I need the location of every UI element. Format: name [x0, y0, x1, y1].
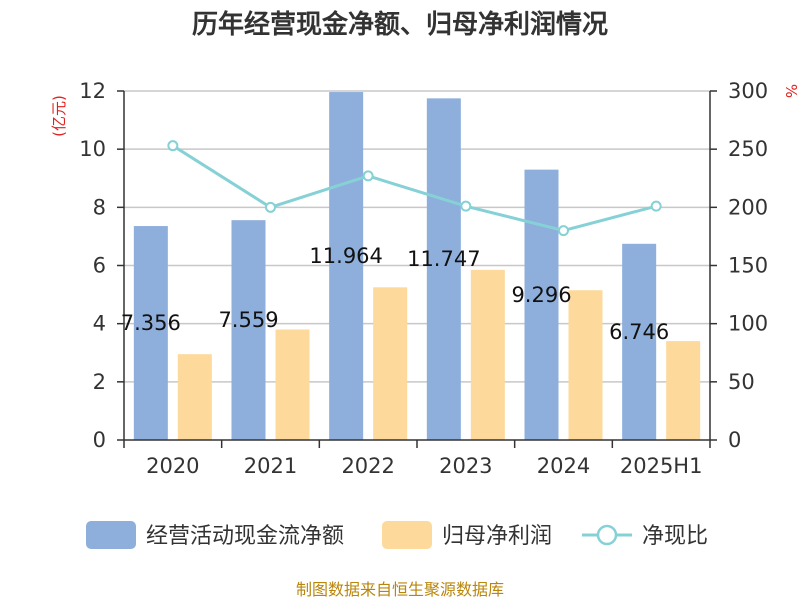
bar-value-label: 6.746 — [609, 320, 669, 344]
legend-swatch — [382, 521, 432, 549]
bar — [622, 243, 657, 440]
y-left-tick-label: 4 — [93, 312, 106, 336]
x-tick-label: 2020 — [146, 454, 199, 478]
y-right-tick-label: 100 — [728, 312, 768, 336]
y-left-tick-label: 0 — [93, 428, 106, 452]
legend-label: 归母净利润 — [442, 524, 552, 549]
bar-value-label: 9.296 — [511, 283, 571, 307]
y-right-tick-label: 250 — [728, 137, 768, 161]
bars — [133, 92, 701, 440]
x-tick-label: 2024 — [537, 454, 590, 478]
legend-marker — [596, 524, 618, 546]
bar — [231, 220, 266, 440]
source-note: 制图数据来自恒生聚源数据库 — [296, 580, 504, 599]
bar — [329, 92, 364, 440]
bar-value-label: 11.747 — [407, 247, 480, 271]
y-left-tick-label: 8 — [93, 195, 106, 219]
bar — [524, 169, 559, 440]
ratio-point — [265, 201, 276, 213]
bar — [426, 98, 461, 440]
ratio-point — [362, 170, 374, 182]
y-right-tick-label: 150 — [728, 254, 768, 278]
chart-title: 历年经营现金净额、归母净利润情况 — [192, 9, 608, 40]
bar — [568, 290, 603, 440]
ratio-point — [650, 200, 662, 212]
y-left-tick-label: 12 — [79, 79, 106, 103]
legend-label: 净现比 — [642, 524, 708, 549]
data-labels: 7.356 7.559 11.964 11.747 9.296 6.746 — [121, 244, 669, 344]
y-left-tick-label: 6 — [93, 254, 106, 278]
x-tick-label: 2023 — [439, 454, 492, 478]
bar-value-label: 11.964 — [309, 244, 382, 268]
y-right-tick-label: 200 — [728, 195, 768, 219]
bar — [373, 287, 408, 440]
x-tick-label: 2025H1 — [620, 454, 703, 478]
legend-swatch — [86, 521, 136, 549]
y-right-unit: % — [782, 84, 800, 98]
bar — [470, 269, 505, 440]
y-right-tick-label: 300 — [728, 79, 768, 103]
legend: 经营活动现金流净额 归母净利润 净现比 — [86, 521, 708, 549]
bar — [133, 226, 168, 440]
y-right-tick-label: 0 — [728, 428, 741, 452]
x-tick-label: 2021 — [244, 454, 297, 478]
ratio-line-path — [172, 144, 657, 233]
ratio-point — [460, 200, 472, 212]
ratio-line — [167, 140, 662, 237]
bar — [666, 341, 701, 440]
ratio-point — [558, 225, 569, 237]
gridlines — [124, 90, 710, 383]
y-left-unit: (亿元) — [50, 95, 68, 137]
bar-value-label: 7.559 — [218, 308, 278, 332]
y-right-tick-label: 50 — [728, 370, 755, 394]
ratio-point — [167, 140, 179, 152]
bar — [177, 354, 212, 440]
bar — [275, 329, 310, 440]
y-left-tick-label: 2 — [93, 370, 106, 394]
x-tick-label: 2022 — [341, 454, 394, 478]
bar-value-label: 7.356 — [121, 311, 181, 335]
y-left-tick-label: 10 — [79, 137, 106, 161]
legend-label: 经营活动现金流净额 — [146, 524, 344, 549]
